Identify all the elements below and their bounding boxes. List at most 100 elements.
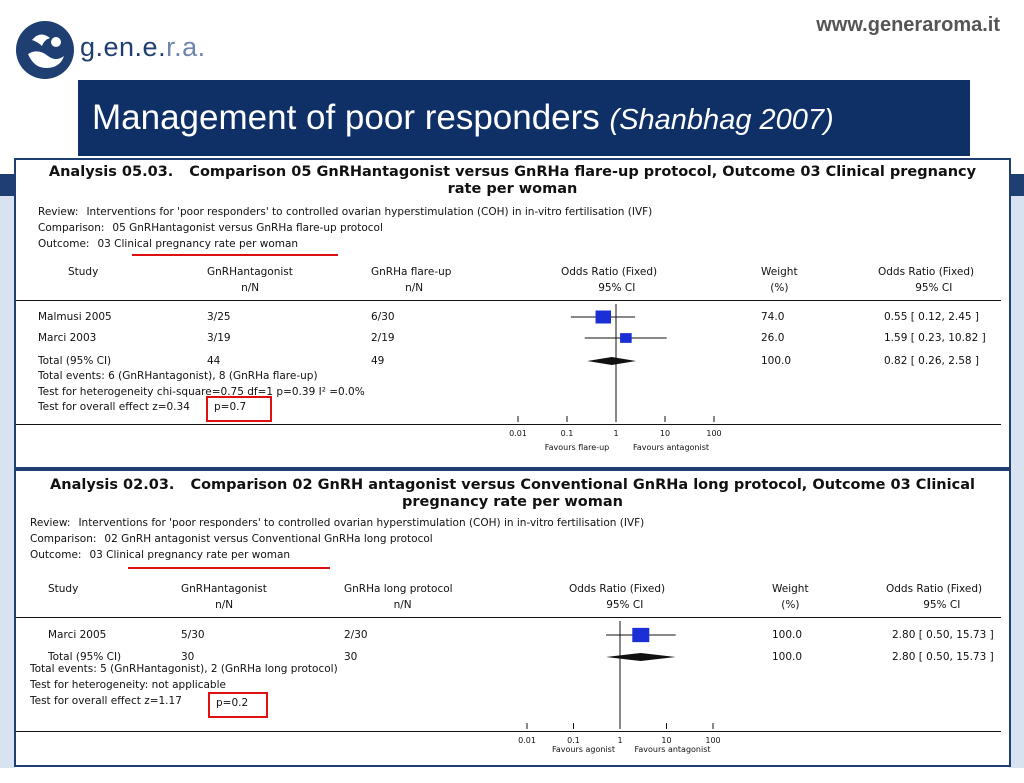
axis-tick-label: 10: [661, 736, 671, 745]
outcome-label: Outcome:: [38, 238, 90, 250]
footnote: Test for heterogeneity: not applicable: [30, 679, 226, 691]
col-header-weight: Weight: [761, 266, 798, 278]
col-header-group1: GnRHantagonist: [181, 583, 267, 595]
meta-review: Review: Interventions for 'poor responder…: [30, 517, 644, 529]
col-subheader-weight: (%): [781, 599, 800, 611]
logo-text-main: g.en.e.: [80, 32, 167, 62]
logo-icon: [16, 21, 74, 79]
col-header-or: Odds Ratio (Fixed): [561, 266, 658, 278]
comparison-label: Comparison:: [30, 533, 97, 545]
axis-tick-label: 10: [660, 429, 670, 438]
study-row-weight: 100.0: [772, 629, 803, 641]
outcome-value: 03 Clinical pregnancy rate per woman: [89, 549, 291, 561]
study-row-name: Malmusi 2005: [38, 311, 112, 323]
col-header-weight: Weight: [772, 583, 809, 595]
col-subheader-or: 95% CI: [606, 599, 644, 611]
header-rule: [16, 617, 1001, 618]
analysis-title: Comparison 02 GnRH antagonist versus Con…: [190, 477, 975, 510]
col-subheader-group1: n/N: [241, 282, 260, 294]
meta-outcome: Outcome: 03 Clinical pregnancy rate per w…: [30, 549, 290, 561]
left-decor-stripe: [0, 174, 15, 768]
slide-title-main: Management of poor responders: [92, 98, 600, 137]
axis-tick-label: 100: [705, 736, 720, 745]
study-row-weight: 74.0: [761, 311, 785, 323]
axis-tick-label: 0.01: [518, 736, 536, 745]
logo-text-light: r.a.: [166, 32, 206, 62]
footnote: Test for overall effect z=1.17: [30, 695, 182, 707]
col-header-group2: GnRHa long protocol: [344, 583, 453, 595]
col-subheader-group1: n/N: [215, 599, 234, 611]
study-row-group1: 5/30: [181, 629, 205, 641]
footnote: Test for overall effect z=0.34: [38, 401, 190, 413]
slide-title: Management of poor responders (Shanbhag …: [92, 98, 834, 138]
forest-plot-panel-2: Analysis 02.03. Comparison 02 GnRH antago…: [14, 469, 1011, 767]
axis-baseline-rule: [16, 424, 1001, 425]
review-label: Review:: [38, 206, 79, 218]
analysis-heading: Analysis 02.03. Comparison 02 GnRH antago…: [16, 477, 1009, 511]
total-row-group2: 49: [371, 355, 385, 367]
total-row-ci: 0.82 [ 0.26, 2.58 ]: [884, 355, 980, 367]
comparison-value: 05 GnRHantagonist versus GnRHa flare-up …: [112, 222, 383, 234]
total-row-weight: 100.0: [772, 651, 803, 663]
col-subheader-group2: n/N: [393, 599, 412, 611]
study-row-group1: 3/19: [207, 332, 231, 344]
axis-tick-label: 100: [706, 429, 721, 438]
axis-baseline-rule: [16, 731, 1001, 732]
p-value-text: p=0.2: [216, 697, 249, 709]
col-header-or-text: Odds Ratio (Fixed): [878, 266, 975, 278]
axis-tick-label: 0.01: [509, 429, 527, 438]
site-url: www.generaroma.it: [816, 14, 1000, 36]
axis-tick-label: 0.1: [561, 429, 574, 438]
analysis-label: Analysis 02.03.: [50, 477, 175, 493]
col-subheader-or-text: 95% CI: [923, 599, 961, 611]
total-row-group1: 44: [207, 355, 221, 367]
study-point-estimate: [620, 333, 632, 343]
pooled-estimate-diamond: [587, 357, 637, 365]
outcome-underline: [132, 254, 338, 256]
study-row-group1: 3/25: [207, 311, 231, 323]
total-row-name: Total (95% CI): [38, 355, 112, 367]
study-row-ci: 1.59 [ 0.23, 10.82 ]: [884, 332, 986, 344]
title-banner: Management of poor responders (Shanbhag …: [78, 80, 970, 156]
review-label: Review:: [30, 517, 71, 529]
total-row-group1: 30: [181, 651, 195, 663]
study-row-group2: 6/30: [371, 311, 395, 323]
favours-left-label: Favours agonist: [552, 745, 615, 754]
col-header-or: Odds Ratio (Fixed): [569, 583, 666, 595]
forest-plot: 0.01 0.1 1 10 100 Favours flare-up Favours ant…: [509, 304, 722, 452]
axis-tick-label: 1: [613, 429, 618, 438]
p-value-highlight: p=0.2: [208, 692, 268, 718]
comparison-label: Comparison:: [38, 222, 105, 234]
footnote: Test for heterogeneity chi-square=0.75 d…: [38, 385, 365, 398]
axis-tick-label: 1: [617, 736, 622, 745]
review-value: Interventions for 'poor responders' to c…: [78, 517, 645, 529]
slide-title-citation: (Shanbhag 2007): [609, 104, 834, 136]
col-header-group1: GnRHantagonist: [207, 266, 293, 278]
meta-comparison: Comparison: 02 GnRH antagonist versus Con…: [30, 533, 433, 545]
favours-right-label: Favours antagonist: [634, 745, 710, 754]
logo-wordmark: g.en.e.r.a.: [80, 32, 206, 63]
outcome-label: Outcome:: [30, 549, 82, 561]
analysis-heading: Analysis 05.03. Comparison 05 GnRHantagon…: [16, 164, 1009, 198]
right-decor-stripe: [1009, 174, 1024, 768]
study-point-estimate: [632, 627, 650, 643]
study-point-estimate: [595, 310, 612, 324]
comparison-value: 02 GnRH antagonist versus Conventional G…: [104, 533, 433, 545]
col-header-study: Study: [48, 583, 79, 595]
col-subheader-or: 95% CI: [598, 282, 636, 294]
study-row-name: Marci 2005: [48, 629, 107, 641]
study-row-ci: 2.80 [ 0.50, 15.73 ]: [892, 629, 994, 641]
study-row-weight: 26.0: [761, 332, 785, 344]
col-subheader-weight: (%): [770, 282, 789, 294]
favours-right-label: Favours antagonist: [633, 443, 709, 452]
study-row-group2: 2/19: [371, 332, 395, 344]
meta-outcome: Outcome: 03 Clinical pregnancy rate per w…: [38, 238, 298, 250]
genera-logo: [14, 20, 234, 80]
col-subheader-group2: n/N: [405, 282, 424, 294]
total-row-weight: 100.0: [761, 355, 792, 367]
col-header-study: Study: [68, 266, 99, 278]
meta-comparison: Comparison: 05 GnRHantagonist versus GnRH…: [38, 222, 383, 234]
analysis-title: Comparison 05 GnRHantagonist versus GnRH…: [189, 164, 977, 197]
footnote: Total events: 6 (GnRHantagonist), 8 (GnR…: [38, 370, 318, 382]
header-rule: [16, 300, 1001, 301]
